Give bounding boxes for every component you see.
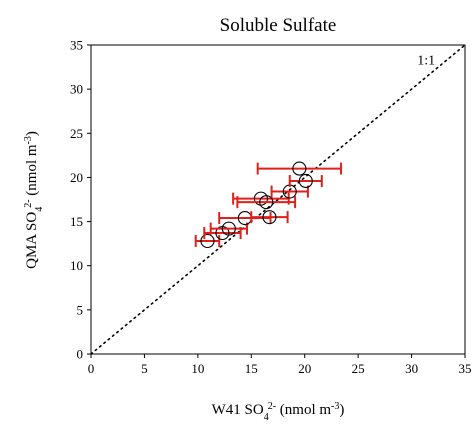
x-axis-ticks: 0 5 10 15 20 25 30 35 xyxy=(88,354,472,376)
y-axis-ticks: 0 5 10 15 20 25 30 35 xyxy=(70,38,91,362)
y-axis-label: QMA SO42- (nmol m-3) xyxy=(23,131,45,269)
y-tick-label: 10 xyxy=(70,258,83,273)
y-tick-label: 35 xyxy=(70,38,83,53)
x-axis-label: W41 SO42- (nmol m-3) xyxy=(212,401,345,423)
data-point-5 xyxy=(250,210,289,225)
x-tick-label: 20 xyxy=(298,361,311,376)
data-point-10 xyxy=(256,161,343,176)
x-axis-label-close: ) xyxy=(339,402,344,418)
point-marker xyxy=(221,221,236,236)
point-marker xyxy=(259,195,274,210)
x-tick-label: 25 xyxy=(352,361,365,376)
y-tick-label: 30 xyxy=(70,82,83,97)
x-axis-label-unit: (nmol m xyxy=(276,402,331,418)
one-to-one-line-label: 1:1 xyxy=(417,53,435,68)
y-axis-label-prefix: QMA SO xyxy=(24,212,40,269)
y-tick-label: 5 xyxy=(77,302,84,317)
point-marker xyxy=(292,161,307,176)
chart-title: Soluble Sulfate xyxy=(220,15,337,36)
x-tick-label: 10 xyxy=(191,361,204,376)
y-axis-label-subscript: 4 xyxy=(34,207,45,212)
point-marker xyxy=(298,173,313,189)
x-tick-label: 35 xyxy=(459,361,472,376)
point-marker xyxy=(200,233,215,249)
y-tick-label: 15 xyxy=(70,214,83,229)
x-tick-label: 0 xyxy=(88,361,95,376)
x-tick-label: 5 xyxy=(141,361,148,376)
x-tick-label: 30 xyxy=(405,361,418,376)
x-axis-label-prefix: W41 SO xyxy=(212,402,264,418)
y-tick-label: 25 xyxy=(70,126,83,141)
data-point-8 xyxy=(270,184,309,199)
data-points-group xyxy=(194,161,343,249)
plot-area-frame xyxy=(90,44,466,355)
x-axis-label-subscript: 4 xyxy=(264,412,269,423)
data-point-1 xyxy=(194,233,221,249)
x-axis-label-superscript: 2- xyxy=(268,401,276,412)
y-axis-label-unit-superscript: -3 xyxy=(23,136,34,144)
y-axis-label-unit: (nmol m xyxy=(24,144,40,199)
y-axis-label-superscript: 2- xyxy=(23,199,34,207)
y-tick-label: 20 xyxy=(70,170,83,185)
data-point-7 xyxy=(236,195,297,210)
y-tick-label: 0 xyxy=(77,347,84,362)
x-axis-label-unit-superscript: -3 xyxy=(331,401,339,412)
x-tick-label: 15 xyxy=(245,361,258,376)
point-marker xyxy=(262,210,277,225)
data-point-9 xyxy=(288,173,323,189)
y-axis-label-close: ) xyxy=(24,131,40,136)
